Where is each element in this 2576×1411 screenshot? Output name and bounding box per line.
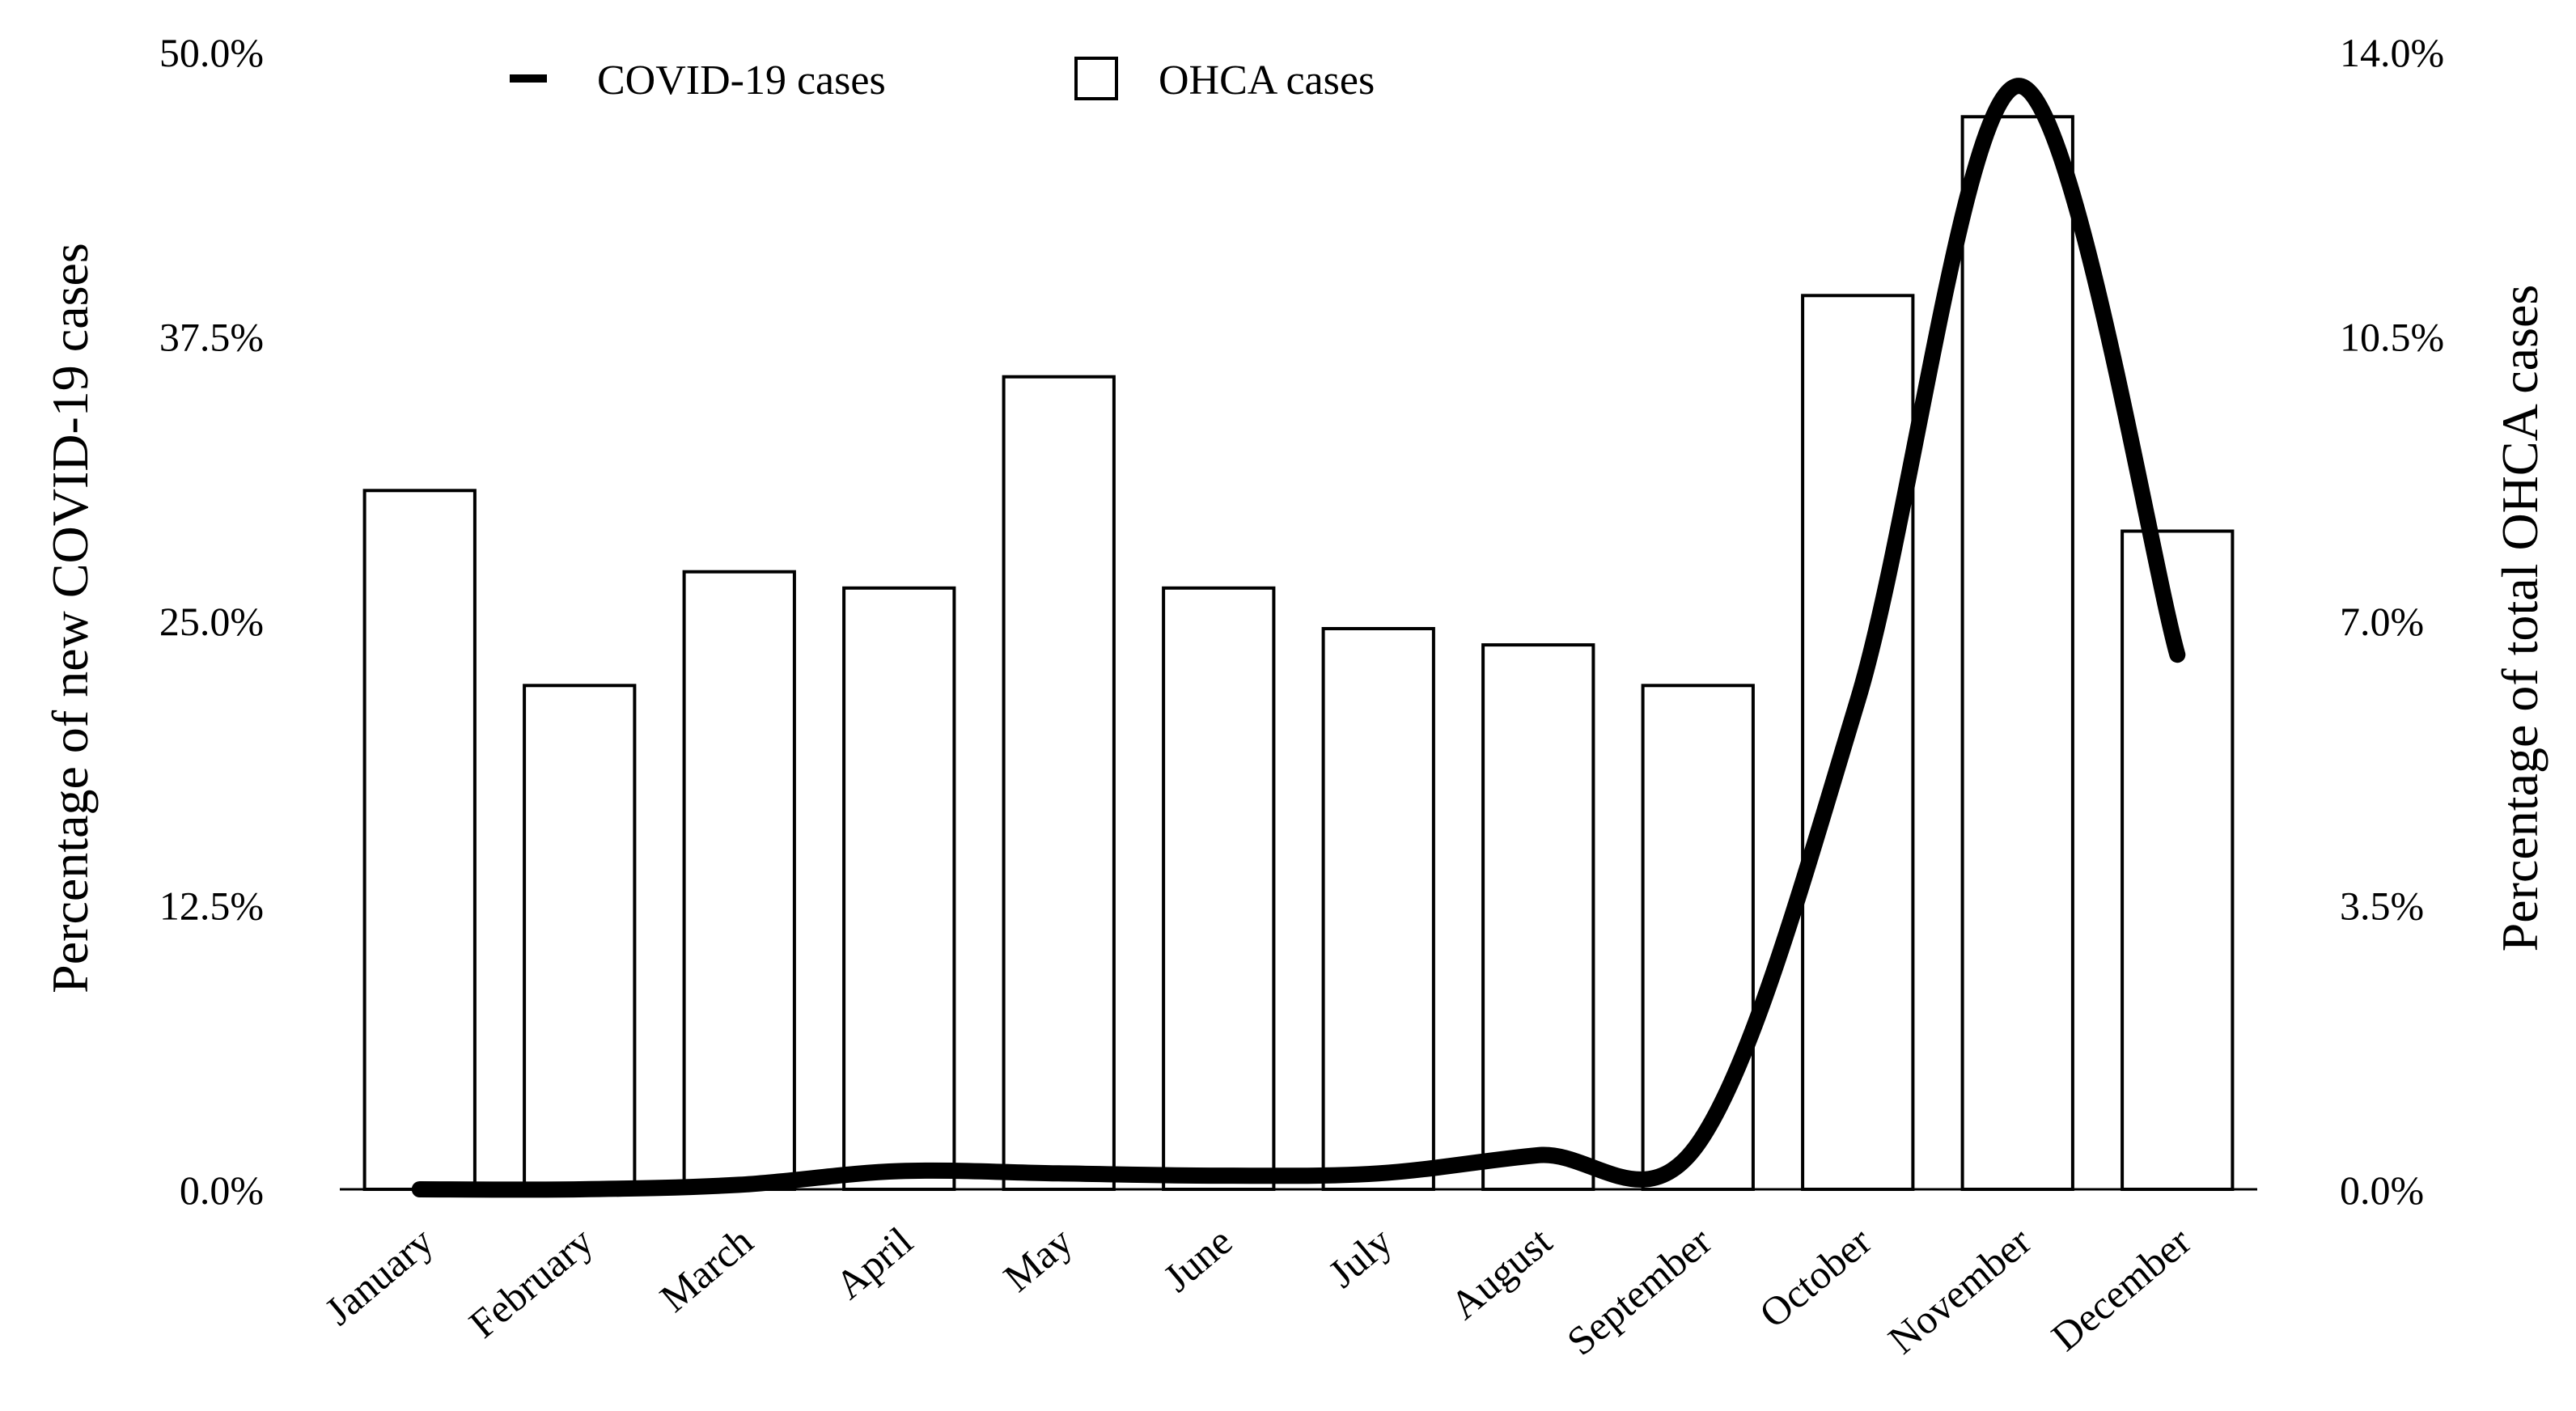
- x-tick-label: October: [1751, 1218, 1880, 1337]
- bar-june: [1162, 586, 1276, 1191]
- bar-april: [842, 586, 956, 1191]
- bar-july: [1321, 627, 1435, 1191]
- covid-series-line: [411, 78, 2186, 1198]
- covid-line-layer: [411, 78, 2186, 1198]
- bar-august: [1481, 643, 1595, 1191]
- left-tick-label: 25.0%: [159, 599, 264, 644]
- bar-february: [523, 684, 637, 1191]
- bar-november: [1960, 115, 2074, 1191]
- left-tick-label: 50.0%: [159, 30, 264, 75]
- x-tick-label: April: [827, 1218, 922, 1308]
- left-tick-label: 12.5%: [159, 883, 264, 929]
- right-tick-label: 3.5%: [2340, 883, 2424, 929]
- x-tick-label: May: [995, 1218, 1081, 1301]
- legend-covid-label: COVID-19 cases: [597, 57, 886, 104]
- left-tick-label: 0.0%: [180, 1167, 264, 1213]
- x-tick-label: June: [1155, 1218, 1240, 1301]
- right-tick-label: 14.0%: [2340, 30, 2444, 75]
- x-tick-label: August: [1442, 1218, 1561, 1328]
- bar-march: [682, 570, 796, 1191]
- right-tick-label: 7.0%: [2340, 599, 2424, 644]
- ohca-bars: [362, 115, 2235, 1191]
- x-tick-label: February: [460, 1218, 601, 1347]
- left-axis-title: Percentage of new COVID-19 cases: [41, 243, 99, 994]
- x-tick-label: January: [316, 1218, 442, 1334]
- left-tick-label: 37.5%: [159, 315, 264, 360]
- bar-october: [1801, 294, 1915, 1191]
- bar-september: [1641, 684, 1755, 1191]
- right-tick-label: 10.5%: [2340, 315, 2444, 360]
- axes: 0.0% 12.5% 25.0% 37.5% 50.0% 0.0% 3.5% 7.0% 10.5…: [159, 30, 2444, 1364]
- legend-ohca-label: OHCA cases: [1159, 57, 1375, 104]
- x-tick-label: September: [1558, 1218, 1720, 1364]
- right-axis-title: Percentage of total OHCA cases: [2491, 285, 2548, 952]
- x-tick-label: July: [1320, 1218, 1400, 1296]
- bar-january: [362, 489, 477, 1191]
- right-tick-label: 0.0%: [2340, 1167, 2424, 1213]
- x-tick-label: November: [1879, 1218, 2040, 1362]
- x-tick-label: March: [651, 1218, 761, 1321]
- bar-may: [1002, 375, 1116, 1191]
- legend-ohca-marker: [1074, 57, 1118, 100]
- x-tick-label: December: [2043, 1218, 2200, 1359]
- legend: COVID-19 cases OHCA cases: [510, 57, 1375, 104]
